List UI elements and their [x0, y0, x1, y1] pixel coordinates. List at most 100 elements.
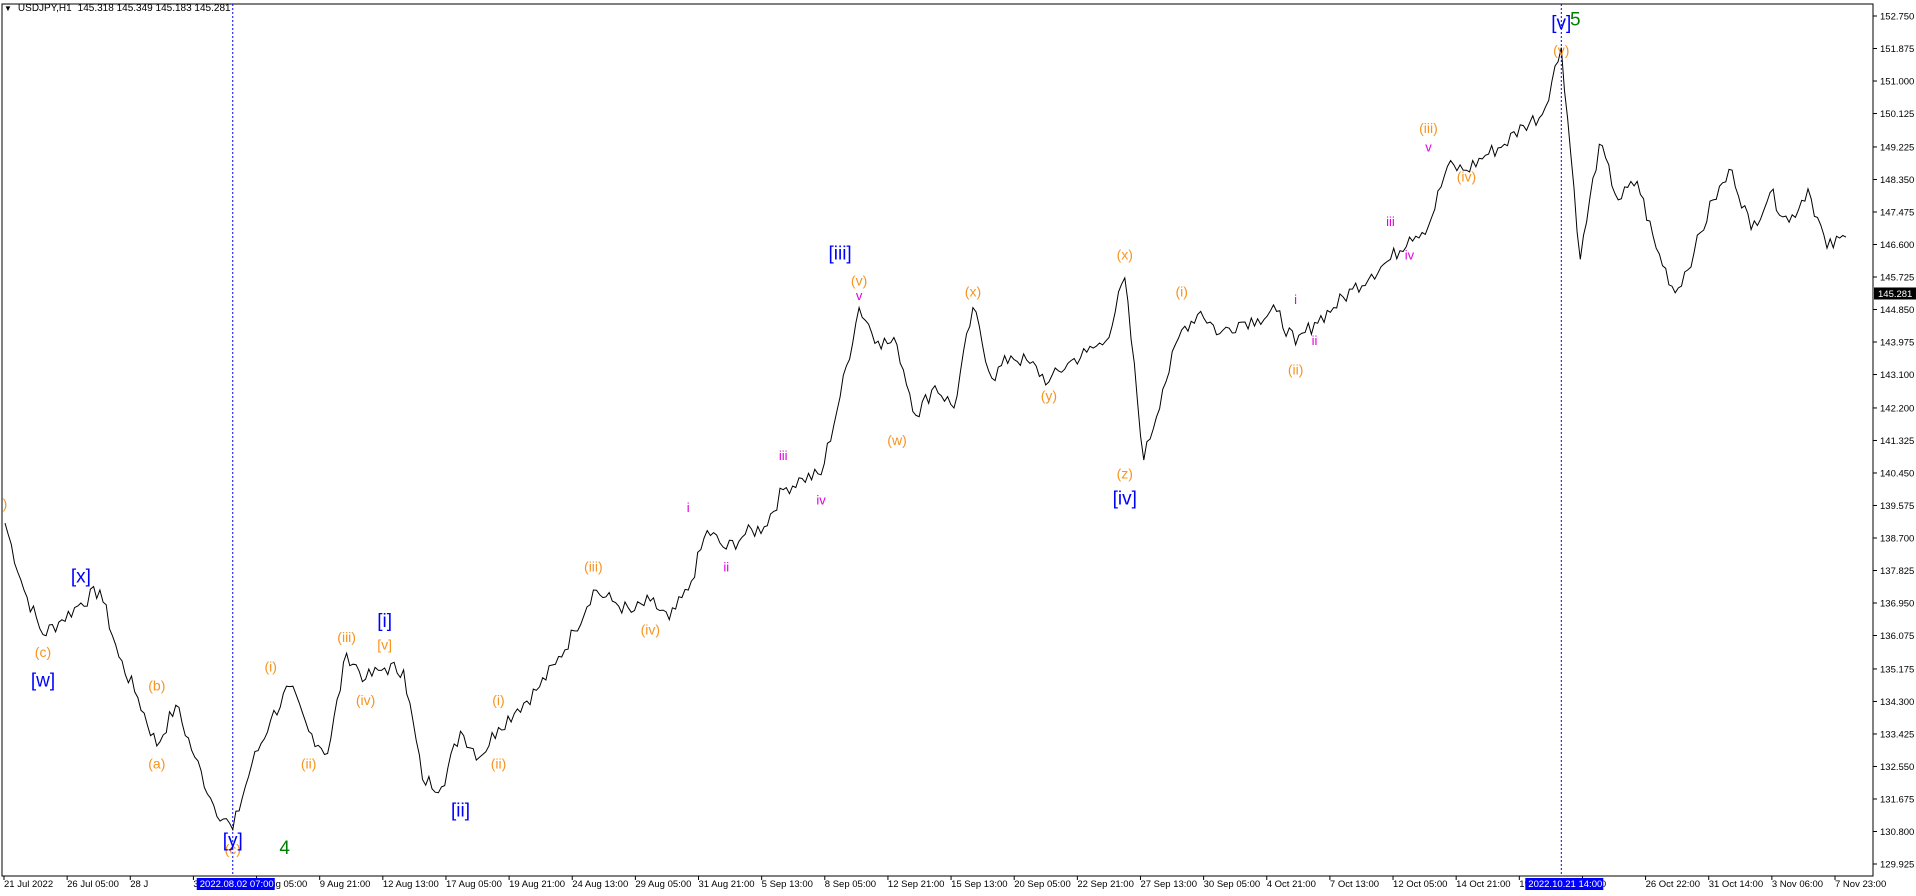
wave-label-minute: [iii]: [828, 243, 851, 264]
x-tick-label: 26 Oct 22:00: [1646, 879, 1700, 890]
y-tick-label: 132.550: [1880, 762, 1914, 773]
y-tick-label: 152.750: [1880, 12, 1914, 23]
wave-label-minor: (ii): [301, 755, 317, 771]
x-tick-label: 17 Aug 05:00: [446, 879, 502, 890]
x-tick-label: 30 Sep 05:00: [1204, 879, 1261, 890]
x-tick-label: 14 Oct 21:00: [1456, 879, 1510, 890]
cursor-date-label: 2022.08.02 07:00: [200, 879, 274, 890]
y-tick-label: 146.600: [1880, 240, 1914, 251]
wave-label-minor: (ii): [491, 755, 507, 771]
y-tick-label: 134.300: [1880, 697, 1914, 708]
wave-label-minor: (a): [148, 755, 165, 771]
x-tick-label: 3 Nov 06:00: [1772, 879, 1823, 890]
x-tick-label: 5 Aug 05:00: [257, 879, 308, 890]
wave-label-minor: (y): [1041, 388, 1057, 404]
wave-label-sub: iii: [1386, 214, 1395, 229]
x-tick-label: 12 Oct 05:00: [1393, 879, 1447, 890]
wave-label-sub: iv: [1405, 247, 1415, 262]
x-tick-label: 31 Oct 14:00: [1709, 879, 1763, 890]
wave-label-minor: (i): [492, 692, 504, 708]
wave-label-minor: ): [3, 495, 8, 511]
current-price-label: 145.281: [1878, 289, 1912, 300]
wave-label-sub: i: [687, 500, 690, 515]
wave-label-minute: [y]: [223, 830, 243, 851]
y-tick-label: 144.850: [1880, 305, 1914, 316]
x-tick-label: 8 Sep 05:00: [825, 879, 876, 890]
wave-label-sub: iv: [816, 493, 826, 508]
price-series-line: [4, 47, 1847, 832]
wave-label-minor: (x): [1117, 246, 1133, 262]
dropdown-arrow-icon[interactable]: ▼: [4, 4, 12, 13]
y-tick-label: 130.800: [1880, 827, 1914, 838]
x-tick-label: 28 J: [130, 879, 148, 890]
wave-label-minor: (i): [1176, 283, 1188, 299]
wave-label-sub: ii: [1312, 333, 1318, 348]
wave-label-minute: [x]: [71, 567, 91, 588]
y-tick-label: 135.175: [1880, 664, 1914, 675]
plot-frame: [1, 3, 1874, 877]
wave-label-minute: [ii]: [451, 801, 470, 822]
wave-label-minor: (iii): [1419, 120, 1438, 136]
symbol-label: USDJPY,H1: [17, 3, 72, 14]
wave-label-sub: v: [856, 288, 863, 303]
y-tick-label: 138.700: [1880, 533, 1914, 544]
x-tick-label: 5 Sep 13:00: [762, 879, 813, 890]
wave-label-minor: (v): [851, 272, 867, 288]
wave-label-minor: (iv): [641, 622, 660, 638]
wave-label-minute: [v]: [1551, 13, 1571, 34]
x-tick-label: 7 Nov 23:00: [1835, 879, 1886, 890]
wave-label-sub: ii: [723, 559, 729, 574]
x-tick-label: 9 Aug 21:00: [320, 879, 371, 890]
x-tick-label: 26 Jul 05:00: [67, 879, 119, 890]
y-tick-label: 151.875: [1880, 44, 1914, 55]
plot-area: [1, 3, 1874, 877]
wave-label-minor: [v]: [377, 636, 392, 652]
x-tick-label: 22 Sep 21:00: [1077, 879, 1134, 890]
wave-label-minor: (c): [35, 644, 51, 660]
y-tick-label: 140.450: [1880, 468, 1914, 479]
y-tick-label: 139.575: [1880, 501, 1914, 512]
x-tick-label: 19 Aug 21:00: [509, 879, 565, 890]
wave-label-minor: (ii): [1288, 362, 1304, 378]
y-tick-label: 150.125: [1880, 109, 1914, 120]
x-tick-label: 12 Sep 21:00: [888, 879, 945, 890]
y-tick-label: 143.975: [1880, 338, 1914, 349]
wave-label-minor: (z): [1117, 466, 1133, 482]
wave-label-minute: [i]: [377, 611, 392, 632]
wave-labels: )(c)[w][x](b)(a)(c)[y] 4(i)(ii)(iii)(iv)[…: [3, 9, 1581, 858]
y-tick-label: 137.825: [1880, 566, 1914, 577]
chart-header: ▼ USDJPY,H1 145.318 145.349 145.183 145.…: [4, 3, 231, 14]
x-tick-label: 19: [1519, 879, 1530, 890]
y-tick-label: 136.075: [1880, 631, 1914, 642]
y-tick-label: 143.100: [1880, 370, 1914, 381]
wave-label-sub: i: [1294, 292, 1297, 307]
current-price-tag: [1874, 287, 1916, 300]
wave-label-minor: (x): [965, 283, 981, 299]
wave-label-primary: 5: [1570, 9, 1581, 30]
cursor-date-label: 2022.10.21 14:00: [1528, 879, 1602, 890]
x-tick-label: 4 Oct 21:00: [1267, 879, 1316, 890]
y-tick-label: 151.000: [1880, 77, 1914, 88]
wave-label-minor: (i): [264, 659, 276, 675]
y-tick-label: 141.325: [1880, 436, 1914, 447]
wave-label-minor: (b): [148, 677, 165, 693]
x-tick-label: 21 Jul 2022: [4, 879, 53, 890]
x-tick-label: 31 Aug 21:00: [699, 879, 755, 890]
x-tick-label: 12 Aug 13:00: [383, 879, 439, 890]
y-tick-label: 149.225: [1880, 142, 1914, 153]
wave-label-primary: 4: [279, 838, 290, 859]
x-tick-label: 7 Oct 13:00: [1330, 879, 1379, 890]
wave-label-sub: iii: [779, 448, 788, 463]
x-tick-label: 24 Aug 13:00: [572, 879, 628, 890]
x-tick-label: 15 Sep 13:00: [951, 879, 1008, 890]
x-tick-label: 29 Aug 05:00: [635, 879, 691, 890]
wave-label-minor: (iii): [337, 629, 356, 645]
cursor-date-tag: [1525, 878, 1604, 890]
y-tick-label: 145.725: [1880, 272, 1914, 283]
x-tick-label: 20 Sep 05:00: [1014, 879, 1071, 890]
y-tick-label: 136.950: [1880, 599, 1914, 610]
wave-label-minor: (iv): [356, 692, 375, 708]
y-tick-label: 142.200: [1880, 403, 1914, 414]
